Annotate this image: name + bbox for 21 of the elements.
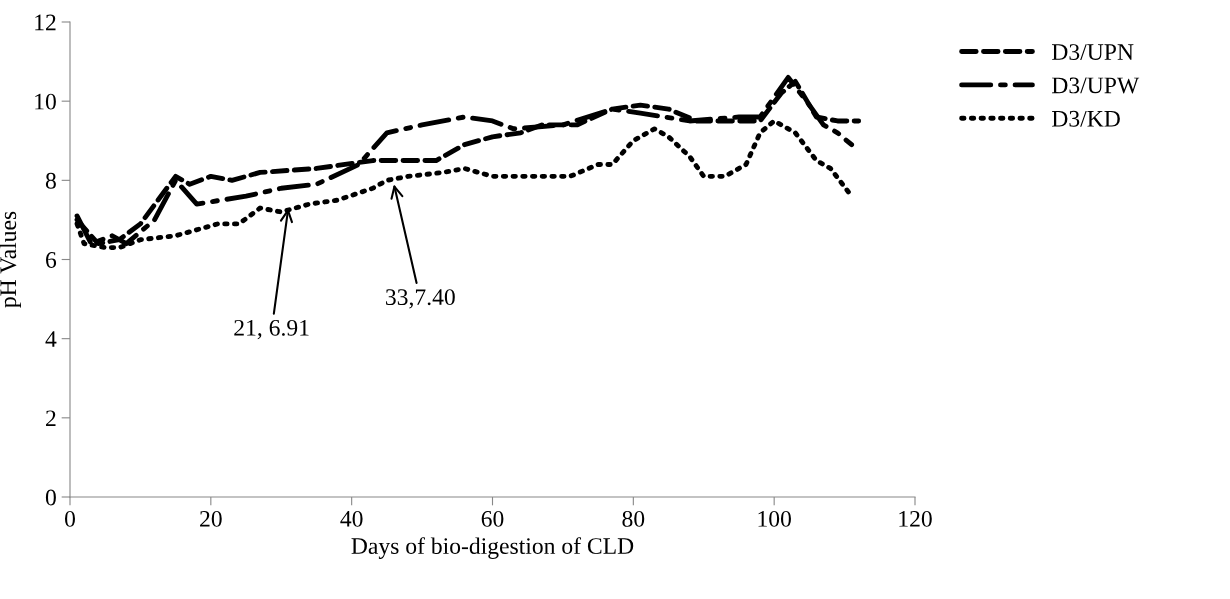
legend-label: D3/UPW	[1052, 77, 1140, 94]
x-tick-label: 100	[758, 510, 791, 527]
y-tick-label: 12	[35, 14, 56, 31]
y-tick-label: 4	[45, 331, 57, 347]
y-axis-title: pH Values	[0, 211, 21, 308]
y-tick-label: 8	[45, 172, 56, 189]
annotation: 21, 6.91	[234, 319, 309, 340]
y-tick-label: 6	[46, 252, 57, 268]
y-tick-label: 0	[45, 489, 56, 506]
x-tick-label: 60	[481, 510, 504, 527]
x-tick-label: 80	[622, 510, 645, 527]
y-tick-label: 10	[35, 93, 56, 110]
x-tick-label: 20	[200, 510, 222, 527]
y-tick-label: 2	[46, 410, 56, 427]
legend-label: D3/UPN	[1052, 44, 1134, 61]
annotation: 33,7.40	[386, 289, 455, 309]
x-tick-label: 40	[340, 510, 363, 527]
legend-label: D3/KD	[1052, 110, 1120, 127]
x-tick-label: 0	[65, 510, 75, 527]
x-tick-label: 120	[899, 510, 932, 527]
x-axis-title: Days of bio-digestion of CLD	[351, 537, 634, 559]
